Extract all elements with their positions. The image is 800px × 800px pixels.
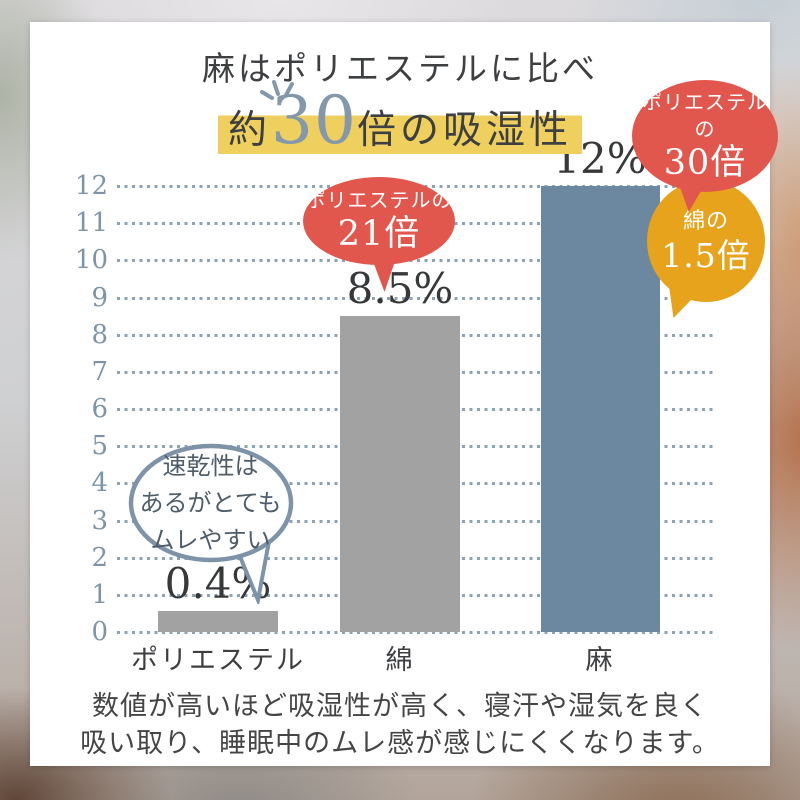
callout-text: ポリエステルの <box>642 89 768 141</box>
y-axis-tick-label: 6 <box>91 394 108 424</box>
callout-bubble-21x: ポリエステルの 21倍 <box>303 177 455 265</box>
y-axis-tick-label: 8 <box>91 319 108 350</box>
sparkle-icon <box>260 80 294 100</box>
footer-text-line2: 吸い取り、睡眠中のムレ感が感じにくくなります。 <box>80 728 720 759</box>
bar-value-label: 8.5% <box>346 264 454 314</box>
x-axis-category-label: 綿 <box>385 645 415 676</box>
footer-text-line1: 数値が高いほど吸湿性が高く、寝汗や湿気を良く <box>92 691 708 722</box>
bar-麻 <box>541 186 660 632</box>
callout-value: 21倍 <box>337 214 421 255</box>
x-axis-category-label: ポリエステル <box>131 645 305 676</box>
note-bubble-outline <box>128 443 294 604</box>
y-axis-tick-label: 12 <box>74 171 108 201</box>
y-axis-tick-label: 4 <box>91 468 108 499</box>
x-axis-category-label: 麻 <box>585 645 615 676</box>
note-line: ムレやすい <box>150 526 271 554</box>
y-axis-tick-label: 5 <box>91 431 108 462</box>
callout-text: ポリエステルの <box>305 188 453 213</box>
bar-ポリエステル <box>158 611 278 632</box>
y-axis-tick-label: 11 <box>74 208 108 239</box>
note-bubble-text: 速乾性は あるがとても ムレやすい <box>118 448 303 559</box>
chart-title-line1: 麻はポリエステルに比べ <box>202 49 598 88</box>
y-axis-tick-label: 10 <box>74 245 108 276</box>
title-big-number: 30 <box>271 82 357 159</box>
callout-value: 1.5倍 <box>661 235 751 275</box>
note-line: あるがとても <box>139 489 282 517</box>
y-axis-tick-label: 3 <box>91 505 108 536</box>
chart-title-line2: 約30倍の吸湿性 <box>0 88 800 154</box>
note-line: 速乾性は <box>162 452 259 480</box>
title-prefix: 約 <box>227 108 271 153</box>
gridline <box>117 296 717 300</box>
callout-bubble-30x: ポリエステルの 30倍 <box>632 80 778 192</box>
y-axis-tick-label: 1 <box>91 579 108 610</box>
y-axis-tick-label: 9 <box>91 282 108 313</box>
callout-text: 綿の <box>682 209 729 235</box>
gridline <box>117 259 717 263</box>
bar-綿 <box>340 316 460 632</box>
y-axis-tick-label: 7 <box>91 356 108 387</box>
gridline <box>117 631 717 634</box>
highlighted-title: 約30倍の吸湿性 <box>217 88 582 154</box>
y-axis-tick-label: 2 <box>91 542 108 573</box>
title-suffix: 倍の吸湿性 <box>356 108 572 153</box>
y-axis-tick-label: 0 <box>91 617 108 647</box>
callout-bubble-1-5x: 綿の 1.5倍 <box>647 180 765 302</box>
